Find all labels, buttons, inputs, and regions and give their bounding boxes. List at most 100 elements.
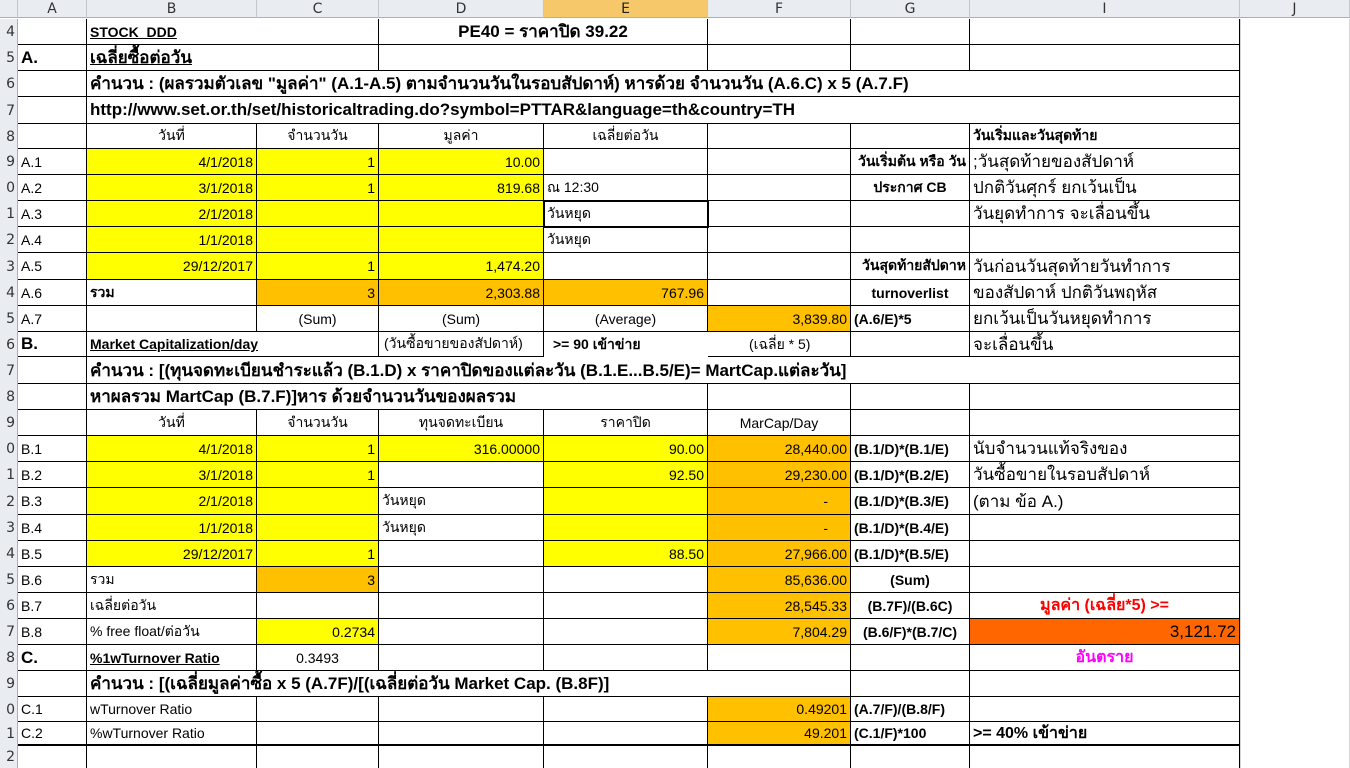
marcap-avg-b7[interactable]: 28,545.33 [708, 593, 851, 619]
note-g9[interactable]: วันเริ่มต้น หรือ วัน [851, 149, 970, 175]
sum-label-d15[interactable]: (Sum) [379, 306, 544, 332]
days-b2[interactable]: 1 [257, 462, 379, 488]
header-daily-avg[interactable]: เฉลี่ยต่อวัน [544, 124, 708, 149]
cell-f14[interactable] [708, 280, 851, 306]
cell-f10[interactable] [708, 175, 851, 201]
cell-a29[interactable] [18, 671, 87, 697]
days-b5[interactable]: 1 [257, 541, 379, 567]
row-label-a7[interactable]: A.7 [18, 306, 87, 332]
value-a2[interactable]: 819.68 [379, 175, 544, 201]
cell-i19[interactable] [970, 410, 1240, 436]
formula-b5[interactable]: (B.1/D)*(B.5/E) [851, 541, 970, 567]
note-g13[interactable]: วันสุดท้ายสัปดาห [851, 253, 970, 280]
cell-g32[interactable] [851, 746, 970, 768]
row-header[interactable]: 7 [0, 357, 18, 384]
cell-d32[interactable] [379, 746, 544, 768]
cell-f13[interactable] [708, 253, 851, 280]
stock-name-cell[interactable]: STOCK_DDD [87, 19, 379, 45]
cell-d31[interactable] [379, 722, 544, 746]
note-i22[interactable]: (ตาม ข้อ A.) [970, 488, 1240, 515]
cell-g5[interactable] [851, 45, 970, 71]
cell-g8[interactable] [851, 124, 970, 149]
marcap-total-b6[interactable]: 85,636.00 [708, 567, 851, 593]
row-header[interactable]: 5 [0, 567, 18, 593]
holiday-b4[interactable]: วันหยุด [379, 515, 544, 541]
marcap-b3[interactable]: - [708, 488, 851, 515]
cell-e28[interactable] [544, 645, 708, 671]
note-g14[interactable]: turnoverlist [851, 280, 970, 306]
trading-days-note[interactable]: (วันซื้อขายของสัปดาห์) [379, 332, 544, 357]
capital-b1[interactable]: 316.00000 [379, 436, 544, 462]
marcap-b5[interactable]: 27,966.00 [708, 541, 851, 567]
header-registered-capital[interactable]: ทุนจดทะเบียน [379, 410, 544, 436]
note-i11[interactable]: วันยุดทำการ จะเลื่อนขึ้น [970, 201, 1240, 227]
date-a3[interactable]: 2/1/2018 [87, 201, 257, 227]
threshold-40-note[interactable]: >= 40% เข้าข่าย [970, 722, 1240, 746]
row-header[interactable]: 2 [0, 746, 18, 768]
value-a4[interactable] [379, 227, 544, 253]
holiday-b3[interactable]: วันหยุด [379, 488, 544, 515]
cell-e13[interactable] [544, 253, 708, 280]
formula-b4[interactable]: (B.1/D)*(B.4/E) [851, 515, 970, 541]
cell-i24[interactable] [970, 541, 1240, 567]
note-g10[interactable]: ประกาศ CB [851, 175, 970, 201]
row-header[interactable]: 6 [0, 332, 18, 357]
free-float-marcap-b8[interactable]: 7,804.29 [708, 619, 851, 645]
row-header[interactable]: 1 [0, 722, 18, 746]
cell-g12[interactable] [851, 227, 970, 253]
free-float-value[interactable]: 0.2734 [257, 619, 379, 645]
date-b1[interactable]: 4/1/2018 [87, 436, 257, 462]
col-header-e[interactable]: E [544, 0, 708, 18]
formula-g15[interactable]: (A.6/E)*5 [851, 306, 970, 332]
avg-a6[interactable]: 767.96 [544, 280, 708, 306]
row-header[interactable]: 0 [0, 175, 18, 201]
cell-g4[interactable] [851, 19, 970, 45]
formula-note-c[interactable]: คำนวน : [(เฉลี่ยมูลค่าซื้อ x 5 (A.7F)/[(… [87, 671, 851, 697]
cell-a6[interactable] [18, 71, 87, 97]
formula-b3[interactable]: (B.1/D)*(B.3/E) [851, 488, 970, 515]
date-a5[interactable]: 29/12/2017 [87, 253, 257, 280]
pct-wturnover-label[interactable]: %wTurnover Ratio [87, 722, 257, 746]
section-a-title[interactable]: เฉลี่ยซื้อต่อวัน [87, 45, 379, 71]
cell-i30[interactable] [970, 697, 1240, 722]
cell-d5[interactable] [379, 45, 708, 71]
price-b5[interactable]: 88.50 [544, 541, 708, 567]
formula-note-a[interactable]: คำนวน : (ผลรวมตัวเลข "มูลค่า" (A.1-A.5) … [87, 71, 1240, 97]
formula-note-b[interactable]: คำนวน : [(ทุนจดทะเบียนชำระแล้ว (B.1.D) x… [87, 357, 1240, 384]
row-label-c1[interactable]: C.1 [18, 697, 87, 722]
total-label-a6[interactable]: รวม [87, 280, 257, 306]
cell-g29[interactable] [851, 671, 970, 697]
capital-b2[interactable] [379, 462, 544, 488]
turnover-ratio-label[interactable]: %1wTurnover Ratio [87, 645, 257, 671]
cell-g28[interactable] [851, 645, 970, 671]
cell-c32[interactable] [257, 746, 379, 768]
col-header-c[interactable]: C [257, 0, 379, 18]
cell-d25[interactable] [379, 567, 544, 593]
note-i9[interactable]: ;วันสุดท้ายของสัปดาห์ [970, 149, 1240, 175]
days-b3[interactable] [257, 488, 379, 515]
row-header[interactable]: 2 [0, 488, 18, 515]
sum-label-g25[interactable]: (Sum) [851, 567, 970, 593]
daily-avg-label-b7[interactable]: เฉลี่ยต่อวัน [87, 593, 257, 619]
cell-c26[interactable] [257, 593, 379, 619]
row-header[interactable]: 5 [0, 45, 18, 71]
holiday-a4[interactable]: วันหยุด [544, 227, 708, 253]
row-header[interactable]: 8 [0, 384, 18, 410]
col-header-g[interactable]: G [851, 0, 970, 18]
cell-a18[interactable] [18, 384, 87, 410]
row-header[interactable]: 0 [0, 436, 18, 462]
days-b1[interactable]: 1 [257, 436, 379, 462]
note-i10[interactable]: ปกติวันศุกร์ ยกเว้นเป็น [970, 175, 1240, 201]
cell-i18[interactable] [970, 384, 1240, 410]
header-day-count[interactable]: จำนวนวัน [257, 124, 379, 149]
row-label-a4[interactable]: A.4 [18, 227, 87, 253]
days-total-a6[interactable]: 3 [257, 280, 379, 306]
row-label-b3[interactable]: B.3 [18, 488, 87, 515]
col-header-a[interactable]: A [18, 0, 87, 18]
note-i21[interactable]: วันซื้อขายในรอบสัปดาห์ [970, 462, 1240, 488]
row-header[interactable]: 3 [0, 515, 18, 541]
date-b4[interactable]: 1/1/2018 [87, 515, 257, 541]
cell-i5[interactable] [970, 45, 1240, 71]
row-header[interactable]: 9 [0, 671, 18, 697]
cell-g18[interactable] [851, 384, 970, 410]
